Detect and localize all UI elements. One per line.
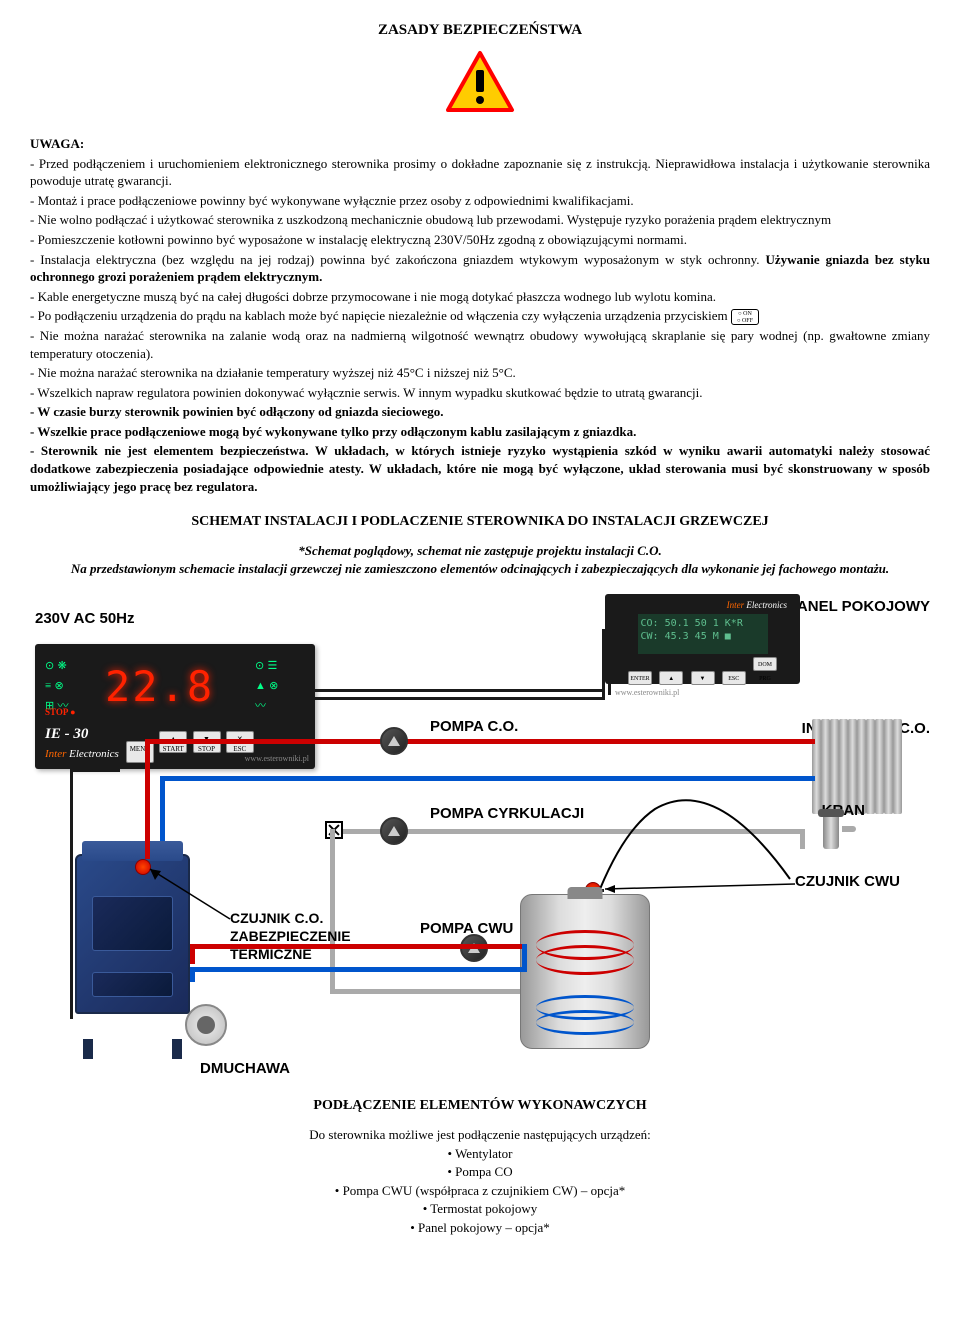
panel-label: PANEL POKOJOWY: [788, 597, 930, 617]
safety-paragraph: - Instalacja elektryczna (bez względu na…: [30, 251, 930, 286]
room-panel: Inter Electronics CO: 50.1 50 1 K*R CW: …: [605, 594, 800, 684]
page-title: ZASADY BEZPIECZEŃSTWA: [30, 20, 930, 40]
safety-paragraph: - Nie wolno podłączać i użytkować sterow…: [30, 211, 930, 229]
safety-paragraph: - Nie można narażać sterownika na zalani…: [30, 327, 930, 362]
uwaga-heading: UWAGA:: [30, 135, 930, 153]
device-item: • Wentylator: [30, 1145, 930, 1163]
safety-paragraph: - W czasie burzy sterownik powinien być …: [30, 403, 930, 421]
safety-paragraph: - Po podłączeniu urządzenia do prądu na …: [30, 307, 930, 325]
safety-paragraph: - Wszelkie prace podłączeniowe mogą być …: [30, 423, 930, 441]
hot-water-tank: [520, 894, 650, 1049]
stop-indicator: STOP ●: [45, 706, 76, 718]
panel-esc-button[interactable]: ESC: [722, 671, 746, 685]
brand-label: Inter Electronics: [45, 747, 119, 762]
pump-circulation-icon: [380, 817, 408, 845]
safety-paragraph: - Nie można narażać sterownika na działa…: [30, 364, 930, 382]
panel-display: CO: 50.1 50 1 K*R CW: 45.3 45 M ■: [638, 614, 768, 654]
blower-label: DMUCHAWA: [200, 1059, 290, 1079]
panel-down-button[interactable]: ▼: [691, 671, 715, 685]
panel-enter-button[interactable]: ENTER: [628, 671, 652, 685]
website-label: www.esterowniki.pl: [245, 754, 309, 765]
main-controller: ⊙ ❋ ≡ ⊗ ⊞ 〰 22.8 ⊙ ☰ ▲ ⊗ 〰 STOP ● IE - 3…: [35, 644, 315, 769]
device-item: • Panel pokojowy – opcja*: [30, 1219, 930, 1237]
safety-paragraph: - Kable energetyczne muszą być na całej …: [30, 288, 930, 306]
on-off-switch-icon: ○ ON○ OFF: [731, 309, 759, 325]
pompa-cyrk-label: POMPA CYRKULACJI: [430, 804, 584, 824]
blower-icon: [185, 1004, 227, 1046]
pump-co-icon: [380, 727, 408, 755]
power-label: 230V AC 50Hz: [35, 609, 135, 629]
safety-paragraph: - Montaż i prace podłączeniowe powinny b…: [30, 192, 930, 210]
device-item: • Termostat pokojowy: [30, 1200, 930, 1218]
safety-paragraph: - Sterownik nie jest elementem bezpiecze…: [30, 442, 930, 495]
co-sensor-label: CZUJNIK C.O.: [230, 909, 323, 928]
radiator: [812, 719, 925, 814]
device-list: Do sterownika możliwe jest podłączenie n…: [30, 1126, 930, 1236]
section-installation-title: SCHEMAT INSTALACJI I PODLACZENIE STEROWN…: [30, 513, 930, 532]
safety-paragraph: - Przed podłączeniem i uruchomieniem ele…: [30, 155, 930, 190]
safety-paragraph: - Wszelkich napraw regulatora powinien d…: [30, 384, 930, 402]
device-item: • Pompa CO: [30, 1163, 930, 1181]
model-label: IE - 30: [45, 724, 88, 744]
tap-icon: [815, 814, 850, 859]
temperature-display: 22.8: [105, 659, 214, 716]
safety-paragraph: - Pomieszczenie kotłowni powinno być wyp…: [30, 231, 930, 249]
devices-intro: Do sterownika możliwe jest podłączenie n…: [30, 1126, 930, 1144]
schema-note: *Schemat poglądowy, schemat nie zastępuj…: [30, 542, 930, 577]
cwu-sensor-label: CZUJNIK CWU: [795, 872, 900, 892]
panel-up-button[interactable]: ▲: [659, 671, 683, 685]
device-item: • Pompa CWU (współpraca z czujnikiem CW)…: [30, 1182, 930, 1200]
section-devices-title: PODŁĄCZENIE ELEMENTÓW WYKONAWCZYCH: [30, 1097, 930, 1116]
panel-dom-button[interactable]: DOMPRG: [753, 657, 777, 671]
pompa-co-label: POMPA C.O.: [430, 717, 518, 737]
installation-diagram: 230V AC 50Hz ⊙ ❋ ≡ ⊗ ⊞ 〰 22.8 ⊙ ☰ ▲ ⊗ 〰 …: [30, 589, 930, 1079]
warning-sign-icon: [445, 50, 515, 120]
